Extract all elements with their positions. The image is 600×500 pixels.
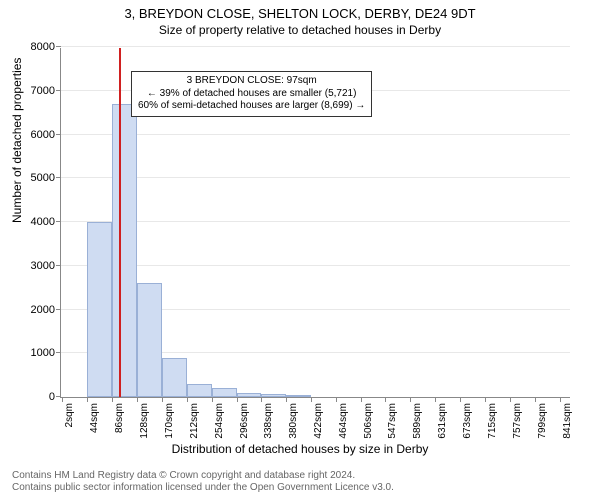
y-tick-label: 2000: [31, 304, 55, 316]
x-tick-mark: [162, 397, 163, 402]
copyright-line1: Contains HM Land Registry data © Crown c…: [12, 470, 394, 482]
y-tick-mark: [56, 396, 61, 397]
x-axis-label: Distribution of detached houses by size …: [0, 442, 600, 456]
x-tick-label: 757sqm: [512, 403, 523, 439]
x-tick-label: 799sqm: [537, 403, 548, 439]
grid-line: [61, 265, 570, 266]
x-tick-mark: [261, 397, 262, 402]
annotation-line2: ← 39% of detached houses are smaller (5,…: [138, 88, 365, 101]
y-tick-label: 0: [49, 391, 55, 403]
histogram-bar: [237, 393, 262, 397]
x-tick-mark: [212, 397, 213, 402]
histogram-bar: [112, 104, 137, 397]
x-tick-label: 631sqm: [437, 403, 448, 439]
x-tick-mark: [87, 397, 88, 402]
x-tick-mark: [435, 397, 436, 402]
copyright-footer: Contains HM Land Registry data © Crown c…: [12, 470, 394, 494]
x-tick-mark: [560, 397, 561, 402]
reference-line: [119, 48, 121, 397]
histogram-bar: [286, 395, 311, 397]
histogram-bar: [212, 388, 237, 397]
histogram-bar: [162, 358, 187, 397]
grid-line: [61, 46, 570, 47]
histogram-bar: [87, 222, 112, 397]
histogram-bar: [187, 384, 212, 397]
x-tick-label: 128sqm: [139, 403, 150, 439]
histogram-bar: [261, 394, 286, 398]
y-tick-mark: [56, 90, 61, 91]
grid-line: [61, 134, 570, 135]
y-tick-mark: [56, 46, 61, 47]
histogram-bar: [137, 283, 162, 397]
y-tick-mark: [56, 177, 61, 178]
y-tick-mark: [56, 221, 61, 222]
x-tick-label: 86sqm: [114, 403, 125, 433]
y-tick-label: 4000: [31, 216, 55, 228]
y-tick-mark: [56, 134, 61, 135]
annotation-line3: 60% of semi-detached houses are larger (…: [138, 100, 365, 113]
x-tick-label: 338sqm: [263, 403, 274, 439]
x-tick-label: 589sqm: [412, 403, 423, 439]
x-tick-mark: [535, 397, 536, 402]
y-tick-label: 1000: [31, 347, 55, 359]
y-axis-label-text: Number of detached properties: [10, 58, 24, 223]
y-tick-mark: [56, 352, 61, 353]
annotation-box: 3 BREYDON CLOSE: 97sqm ← 39% of detached…: [131, 71, 372, 117]
x-tick-mark: [510, 397, 511, 402]
chart-container: 3, BREYDON CLOSE, SHELTON LOCK, DERBY, D…: [0, 0, 600, 500]
x-tick-mark: [336, 397, 337, 402]
x-tick-mark: [62, 397, 63, 402]
x-tick-mark: [485, 397, 486, 402]
chart-title-block: 3, BREYDON CLOSE, SHELTON LOCK, DERBY, D…: [0, 0, 600, 37]
grid-line: [61, 177, 570, 178]
y-tick-label: 7000: [31, 85, 55, 97]
x-tick-mark: [460, 397, 461, 402]
x-tick-mark: [187, 397, 188, 402]
x-tick-mark: [237, 397, 238, 402]
y-tick-label: 5000: [31, 172, 55, 184]
copyright-line2: Contains public sector information licen…: [12, 482, 394, 494]
grid-line: [61, 221, 570, 222]
x-tick-label: 380sqm: [288, 403, 299, 439]
x-tick-label: 547sqm: [387, 403, 398, 439]
y-tick-label: 8000: [31, 41, 55, 53]
x-tick-label: 2sqm: [64, 403, 75, 427]
x-tick-label: 506sqm: [363, 403, 374, 439]
x-tick-mark: [410, 397, 411, 402]
chart-title: 3, BREYDON CLOSE, SHELTON LOCK, DERBY, D…: [0, 6, 600, 21]
x-tick-label: 464sqm: [338, 403, 349, 439]
x-tick-mark: [311, 397, 312, 402]
x-tick-label: 296sqm: [239, 403, 250, 439]
x-tick-label: 715sqm: [487, 403, 498, 439]
y-tick-label: 3000: [31, 260, 55, 272]
y-tick-mark: [56, 265, 61, 266]
x-tick-label: 170sqm: [164, 403, 175, 439]
plot-area: 0100020003000400050006000700080002sqm44s…: [60, 48, 570, 398]
chart-subtitle: Size of property relative to detached ho…: [0, 23, 600, 37]
x-tick-label: 673sqm: [462, 403, 473, 439]
x-tick-mark: [361, 397, 362, 402]
annotation-line1: 3 BREYDON CLOSE: 97sqm: [138, 75, 365, 88]
x-tick-label: 212sqm: [189, 403, 200, 439]
x-tick-mark: [137, 397, 138, 402]
x-tick-mark: [112, 397, 113, 402]
x-axis-label-text: Distribution of detached houses by size …: [172, 442, 429, 456]
x-tick-mark: [286, 397, 287, 402]
x-tick-label: 44sqm: [89, 403, 100, 433]
x-tick-label: 841sqm: [562, 403, 573, 439]
y-tick-label: 6000: [31, 129, 55, 141]
y-axis-label: Number of detached properties: [10, 58, 24, 223]
x-tick-label: 422sqm: [313, 403, 324, 439]
y-tick-mark: [56, 309, 61, 310]
x-tick-label: 254sqm: [214, 403, 225, 439]
x-tick-mark: [385, 397, 386, 402]
